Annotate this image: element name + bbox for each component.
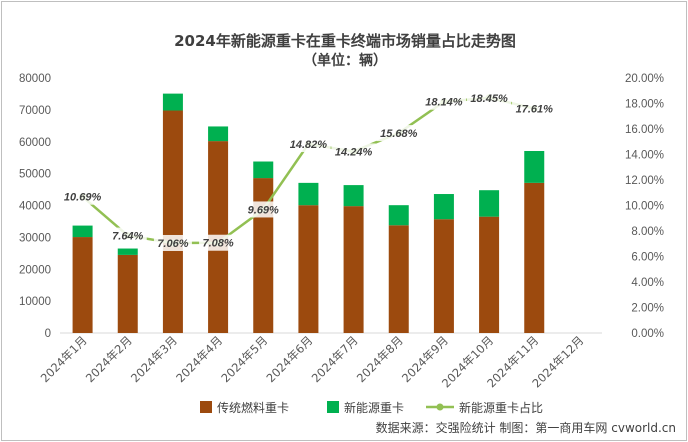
share-label-bg bbox=[60, 188, 105, 205]
legend-label-traditional: 传统燃料重卡 bbox=[217, 400, 289, 415]
y-tick-label: 30000 bbox=[19, 232, 51, 244]
x-tick-label: 2024年4月 bbox=[173, 333, 225, 385]
bar-new-energy bbox=[388, 205, 409, 226]
share-data-label: 10.69% bbox=[64, 192, 102, 204]
y2-tick-label: 12.00% bbox=[625, 175, 664, 187]
y-tick-label: 10000 bbox=[19, 296, 51, 308]
share-data-label: 15.68% bbox=[380, 128, 418, 140]
share-label-bg bbox=[244, 201, 283, 218]
bar-new-energy bbox=[524, 150, 545, 183]
bar-traditional-fuel bbox=[298, 205, 319, 333]
y2-tick-label: 8.00% bbox=[631, 226, 664, 238]
bar-traditional-fuel bbox=[162, 110, 183, 333]
x-tick-label: 2024年1月 bbox=[38, 333, 90, 385]
share-data-label: 7.64% bbox=[112, 231, 143, 243]
chart-subtitle: （单位：辆） bbox=[303, 53, 387, 69]
bar-traditional-fuel bbox=[524, 182, 545, 333]
y2-tick-label: 6.00% bbox=[631, 252, 664, 264]
share-data-label: 14.82% bbox=[290, 139, 328, 151]
y2-tick-label: 20.00% bbox=[625, 73, 664, 85]
bar-new-energy bbox=[433, 194, 454, 220]
bar-traditional-fuel bbox=[117, 254, 138, 333]
share-data-label: 14.24% bbox=[335, 146, 373, 158]
bar-traditional-fuel bbox=[72, 237, 93, 333]
legend-marker-share bbox=[436, 403, 444, 411]
bar-new-energy bbox=[479, 190, 500, 217]
share-label-bg bbox=[331, 143, 376, 160]
share-label-bg bbox=[153, 234, 192, 251]
source-note: 数据来源：交强险统计 制图：第一商用车网 cvworld.cn bbox=[375, 421, 676, 435]
legend-swatch-new-energy bbox=[327, 401, 339, 413]
x-tick-label: 2024年5月 bbox=[218, 333, 270, 385]
bar-new-energy bbox=[162, 93, 183, 111]
bar-traditional-fuel bbox=[479, 216, 500, 333]
share-data-label: 18.45% bbox=[470, 93, 508, 105]
bar-new-energy bbox=[298, 182, 319, 206]
share-label-bg bbox=[512, 100, 557, 117]
bar-new-energy bbox=[343, 185, 364, 207]
bar-new-energy bbox=[208, 126, 229, 142]
y2-tick-label: 16.00% bbox=[625, 124, 664, 136]
bar-traditional-fuel bbox=[343, 206, 364, 333]
y-tick-label: 20000 bbox=[19, 264, 51, 276]
share-label-bg bbox=[421, 93, 467, 110]
y-tick-label: 50000 bbox=[19, 169, 51, 181]
share-data-label: 17.61% bbox=[516, 103, 554, 115]
x-tick-label: 2024年3月 bbox=[128, 333, 180, 385]
share-label-bg bbox=[286, 136, 331, 153]
share-data-label: 7.08% bbox=[202, 238, 233, 250]
bar-new-energy bbox=[72, 225, 93, 238]
y2-tick-label: 14.00% bbox=[625, 150, 664, 162]
y-tick-label: 60000 bbox=[19, 137, 51, 149]
y2-tick-label: 2.00% bbox=[631, 303, 664, 315]
y-tick-label: 70000 bbox=[19, 105, 51, 117]
y-tick-label: 80000 bbox=[19, 73, 51, 85]
legend-label-share: 新能源重卡占比 bbox=[459, 400, 543, 415]
y2-tick-label: 10.00% bbox=[625, 201, 664, 213]
share-label-bg bbox=[199, 234, 238, 251]
bar-traditional-fuel bbox=[433, 219, 454, 333]
share-label-bg bbox=[376, 125, 421, 142]
y2-tick-label: 0.00% bbox=[631, 328, 664, 340]
y-tick-label: 0 bbox=[45, 328, 51, 340]
chart-title: 2024年新能源重卡在重卡终端市场销量占比走势图 bbox=[174, 32, 516, 50]
legend-swatch-traditional bbox=[200, 401, 212, 413]
x-tick-label: 2024年2月 bbox=[83, 333, 135, 385]
share-data-label: 7.06% bbox=[157, 238, 188, 250]
bar-traditional-fuel bbox=[388, 225, 409, 333]
share-label-bg bbox=[108, 227, 147, 244]
x-tick-label: 2024年8月 bbox=[354, 333, 406, 385]
y2-tick-label: 18.00% bbox=[625, 99, 664, 111]
x-tick-label: 2024年6月 bbox=[263, 333, 315, 385]
y2-tick-label: 4.00% bbox=[631, 277, 664, 289]
share-label-bg bbox=[466, 89, 512, 106]
share-data-label: 18.14% bbox=[425, 97, 463, 109]
share-data-label: 9.69% bbox=[248, 204, 279, 216]
y-tick-label: 40000 bbox=[19, 201, 51, 213]
bar-new-energy bbox=[117, 248, 138, 255]
legend-label-new-energy: 新能源重卡 bbox=[344, 400, 404, 415]
x-tick-label: 2024年7月 bbox=[309, 333, 361, 385]
bar-new-energy bbox=[253, 161, 274, 179]
